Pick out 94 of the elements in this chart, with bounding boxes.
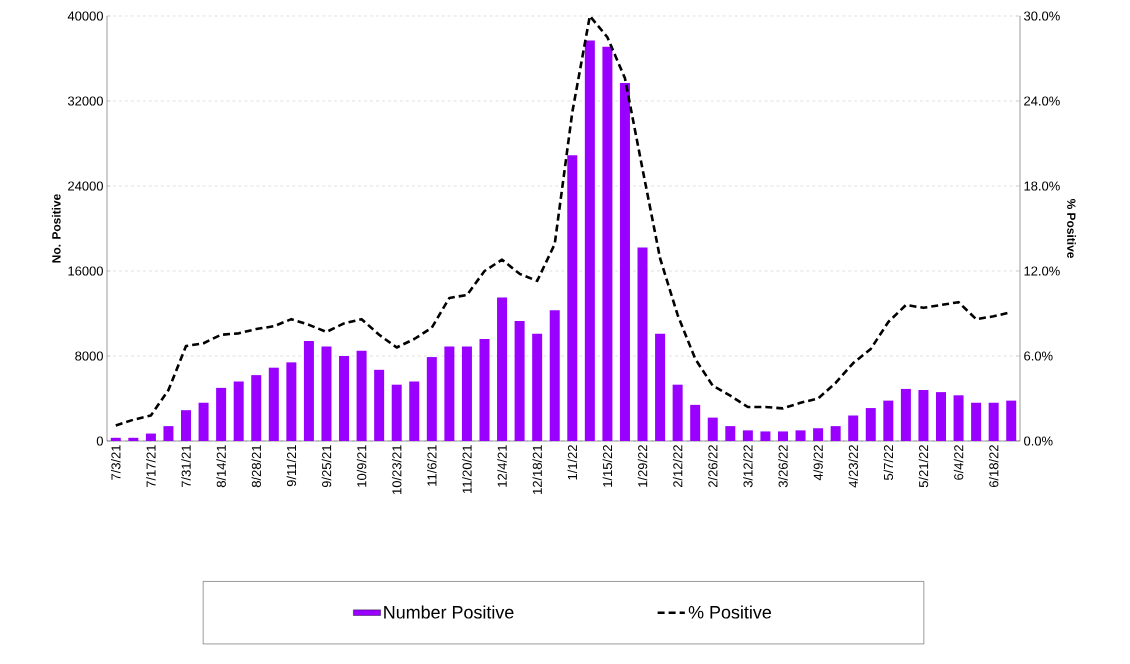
y-tick-label: 8000: [75, 351, 103, 361]
bar: [216, 387, 227, 441]
bar: [251, 375, 262, 441]
bar: [286, 362, 297, 441]
x-tick-label: 4/23/22: [848, 445, 858, 488]
y2-axis-title: % Positive: [1067, 198, 1076, 258]
bar: [637, 247, 648, 441]
bar: [707, 417, 718, 441]
bar: [1006, 400, 1017, 441]
bar: [760, 431, 771, 441]
x-tick-label: 10/9/21: [356, 445, 367, 487]
y-tick-label: 24000: [68, 181, 103, 191]
y-tick-label: 0: [96, 436, 103, 446]
y2-tick-label: 18.0%: [1024, 181, 1060, 191]
x-tick-label: 8/28/21: [251, 445, 261, 488]
y2-tick-label: 30.0%: [1024, 11, 1060, 21]
y-axis-title: No. Positive: [51, 194, 61, 263]
x-tick-label: 9/25/21: [321, 445, 332, 488]
y2-tick-label: 24.0%: [1024, 96, 1060, 106]
bar: [883, 400, 894, 441]
x-tick-label: 9/11/21: [286, 445, 297, 487]
x-tick-label: 10/23/21: [391, 445, 402, 494]
bar: [848, 415, 859, 441]
bar: [953, 395, 964, 441]
bar: [619, 82, 630, 441]
bar: [549, 310, 560, 441]
legend-label: Number Positive: [384, 605, 514, 619]
bar: [233, 381, 244, 441]
bar: [497, 297, 508, 441]
x-tick-label: 7/31/21: [181, 445, 191, 488]
bar: [339, 356, 350, 441]
bar: [936, 392, 946, 441]
bar: [198, 402, 209, 441]
bar: [268, 367, 279, 441]
bar: [567, 155, 578, 441]
bar: [725, 426, 736, 441]
bar: [374, 369, 385, 441]
bar: [409, 381, 420, 441]
bar: [795, 430, 806, 441]
bar: [830, 426, 841, 441]
bar: [865, 408, 876, 441]
y-tick-label: 32000: [67, 96, 103, 106]
bar: [461, 346, 472, 441]
bar: [479, 339, 490, 441]
x-tick-label: 1/15/22: [602, 445, 613, 487]
bar: [356, 350, 367, 441]
legend-label: % Positive: [688, 605, 772, 619]
x-tick-label: 11/6/21: [427, 445, 437, 486]
bar: [514, 320, 525, 441]
bar: [742, 430, 753, 441]
x-tick-label: 12/4/21: [497, 445, 507, 487]
x-tick-label: 5/21/22: [918, 445, 929, 488]
x-tick-label: 7/17/21: [146, 445, 156, 488]
y-tick-label: 40000: [67, 11, 103, 21]
bar: [602, 46, 613, 441]
x-tick-label: 6/18/22: [988, 445, 999, 488]
bar: [900, 388, 911, 441]
bar: [655, 333, 666, 441]
bar: [444, 346, 455, 441]
x-tick-label: 7/3/21: [111, 445, 121, 480]
y-tick-label: 16000: [68, 266, 103, 276]
x-tick-label: 8/14/21: [216, 445, 226, 488]
bar: [145, 433, 156, 441]
bar: [988, 402, 999, 441]
bar: [532, 333, 543, 441]
y2-tick-label: 12.0%: [1024, 266, 1060, 276]
bar: [813, 428, 824, 441]
bar: [321, 346, 332, 441]
bar: [128, 437, 139, 441]
bar: [426, 357, 437, 441]
x-tick-label: 2/26/22: [707, 445, 718, 488]
x-tick-label: 3/12/22: [743, 445, 753, 488]
y2-tick-label: 0.0%: [1024, 436, 1053, 446]
x-tick-label: 12/18/21: [532, 445, 542, 494]
bar: [163, 426, 174, 441]
bar: [584, 40, 595, 441]
x-tick-label: 5/7/22: [883, 445, 894, 481]
bar: [918, 390, 929, 441]
bar: [971, 402, 982, 441]
x-tick-label: 6/4/22: [953, 445, 964, 480]
bar: [672, 384, 683, 441]
x-tick-label: 1/1/22: [567, 445, 578, 480]
bar: [391, 384, 402, 441]
bar: [110, 437, 121, 441]
x-tick-label: 2/12/22: [672, 445, 683, 488]
x-tick-label: 11/20/21: [462, 445, 472, 493]
bar: [181, 410, 192, 441]
y2-tick-label: 6.0%: [1024, 351, 1053, 361]
bar: [777, 431, 788, 441]
x-tick-label: 1/29/22: [637, 445, 648, 487]
x-tick-label: 3/26/22: [778, 445, 788, 488]
bar: [690, 404, 701, 441]
bar: [303, 341, 314, 441]
x-tick-label: 4/9/22: [813, 445, 823, 481]
